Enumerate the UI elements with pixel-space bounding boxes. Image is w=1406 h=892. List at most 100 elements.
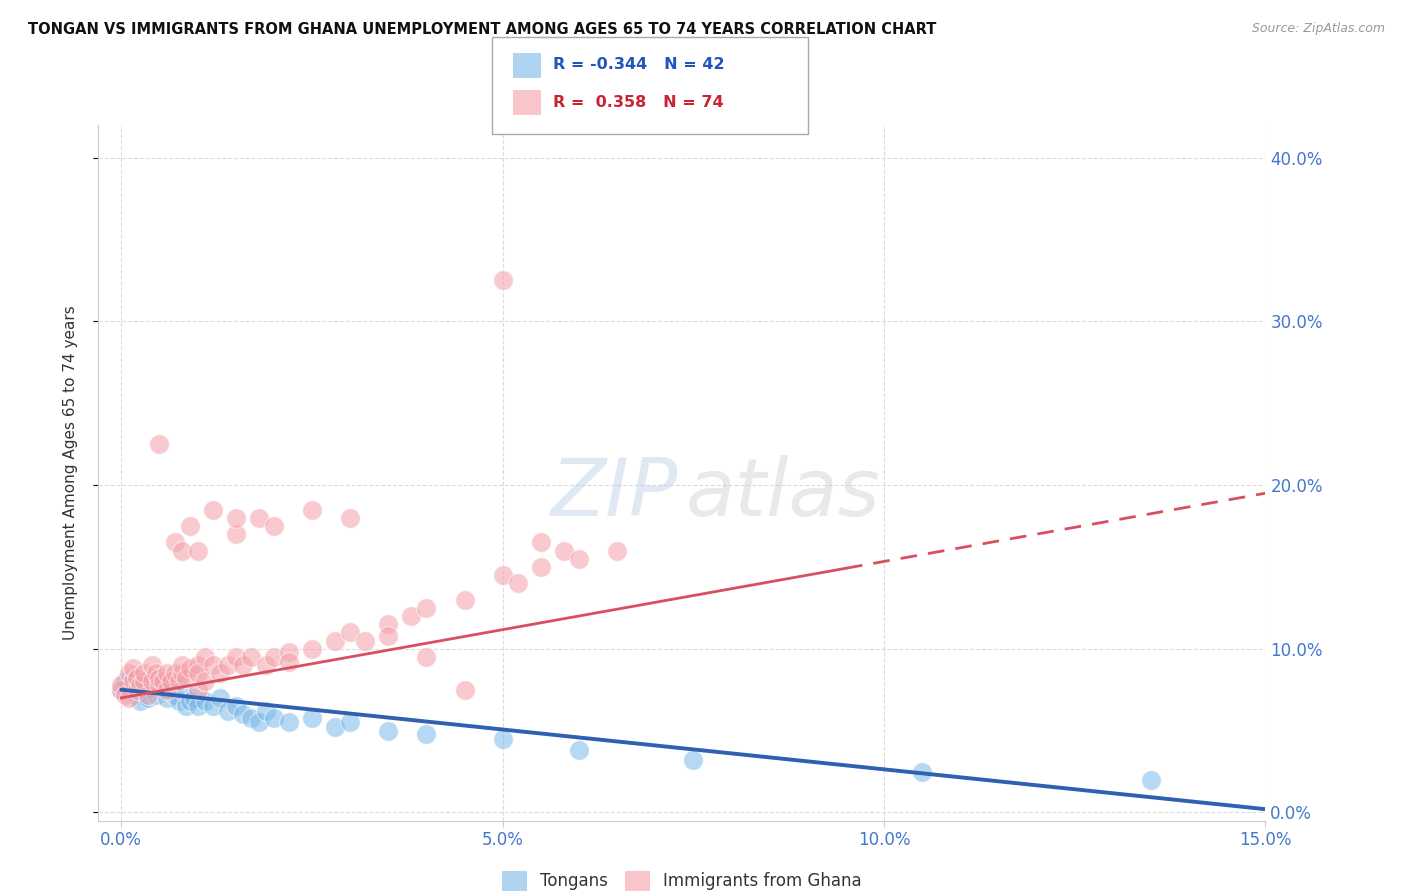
Point xyxy=(194,649,217,664)
Point xyxy=(114,674,136,689)
Point xyxy=(167,674,190,689)
Point xyxy=(148,678,170,692)
Point xyxy=(254,704,277,718)
Point xyxy=(179,661,201,675)
Point xyxy=(399,609,422,624)
Point xyxy=(148,437,170,451)
Point xyxy=(141,658,163,673)
Point xyxy=(121,661,143,675)
Point xyxy=(323,720,346,734)
Point xyxy=(160,678,183,692)
Point xyxy=(134,666,156,681)
Point xyxy=(163,535,186,549)
Point xyxy=(530,535,553,549)
Point xyxy=(134,674,156,689)
Point xyxy=(209,690,232,705)
Point xyxy=(415,600,437,615)
Point xyxy=(163,688,186,702)
Point xyxy=(339,715,361,730)
Point xyxy=(172,658,194,673)
Point xyxy=(163,666,186,681)
Point xyxy=(339,625,361,640)
Point xyxy=(323,633,346,648)
Point xyxy=(152,682,174,697)
Point xyxy=(263,710,285,724)
Point xyxy=(125,671,148,685)
Point xyxy=(232,707,254,722)
Point xyxy=(125,682,148,697)
Point xyxy=(129,694,152,708)
Point xyxy=(225,510,247,524)
Point xyxy=(194,674,217,689)
Text: ZIP: ZIP xyxy=(551,455,679,533)
Text: R = -0.344   N = 42: R = -0.344 N = 42 xyxy=(553,57,724,71)
Y-axis label: Unemployment Among Ages 65 to 74 years: Unemployment Among Ages 65 to 74 years xyxy=(63,305,77,640)
Point xyxy=(141,674,163,689)
Point xyxy=(506,576,529,591)
Point xyxy=(172,543,194,558)
Point xyxy=(129,678,152,692)
Point xyxy=(156,690,179,705)
Point xyxy=(377,723,399,738)
Point xyxy=(278,655,301,669)
Point xyxy=(301,710,323,724)
Point xyxy=(492,731,515,746)
Point xyxy=(174,671,197,685)
Point xyxy=(354,633,377,648)
Point xyxy=(263,519,285,533)
Point xyxy=(911,764,934,779)
Point xyxy=(217,704,239,718)
Point xyxy=(148,671,170,685)
Point xyxy=(187,658,209,673)
Point xyxy=(339,510,361,524)
Point xyxy=(254,658,277,673)
Point xyxy=(225,649,247,664)
Point xyxy=(156,666,179,681)
Point xyxy=(160,674,183,689)
Point xyxy=(187,682,209,697)
Point xyxy=(148,678,170,692)
Point xyxy=(217,658,239,673)
Point xyxy=(301,641,323,656)
Point xyxy=(136,688,159,702)
Point xyxy=(110,682,132,697)
Point xyxy=(239,710,262,724)
Point xyxy=(114,688,136,702)
Point xyxy=(247,715,270,730)
Text: R =  0.358   N = 74: R = 0.358 N = 74 xyxy=(553,95,723,110)
Point xyxy=(492,273,515,287)
Point xyxy=(606,543,628,558)
Point xyxy=(377,629,399,643)
Point xyxy=(415,649,437,664)
Point xyxy=(136,690,159,705)
Point xyxy=(183,690,205,705)
Point xyxy=(141,674,163,689)
Point xyxy=(179,694,201,708)
Point xyxy=(121,671,143,685)
Point xyxy=(682,753,704,767)
Point xyxy=(201,502,224,516)
Text: TONGAN VS IMMIGRANTS FROM GHANA UNEMPLOYMENT AMONG AGES 65 TO 74 YEARS CORRELATI: TONGAN VS IMMIGRANTS FROM GHANA UNEMPLOY… xyxy=(28,22,936,37)
Point xyxy=(225,699,247,714)
Point xyxy=(1140,772,1163,787)
Text: Source: ZipAtlas.com: Source: ZipAtlas.com xyxy=(1251,22,1385,36)
Point xyxy=(145,666,167,681)
Point xyxy=(152,674,174,689)
Point xyxy=(415,727,437,741)
Point xyxy=(125,688,148,702)
Point xyxy=(172,682,194,697)
Point xyxy=(201,699,224,714)
Point xyxy=(492,568,515,582)
Point xyxy=(568,551,591,566)
Point xyxy=(568,743,591,757)
Point xyxy=(179,519,201,533)
Point xyxy=(167,694,190,708)
Point xyxy=(453,592,475,607)
Point xyxy=(278,645,301,659)
Point xyxy=(247,510,270,524)
Point xyxy=(553,543,575,558)
Point xyxy=(145,688,167,702)
Point xyxy=(225,527,247,541)
Point xyxy=(172,666,194,681)
Point xyxy=(118,666,141,681)
